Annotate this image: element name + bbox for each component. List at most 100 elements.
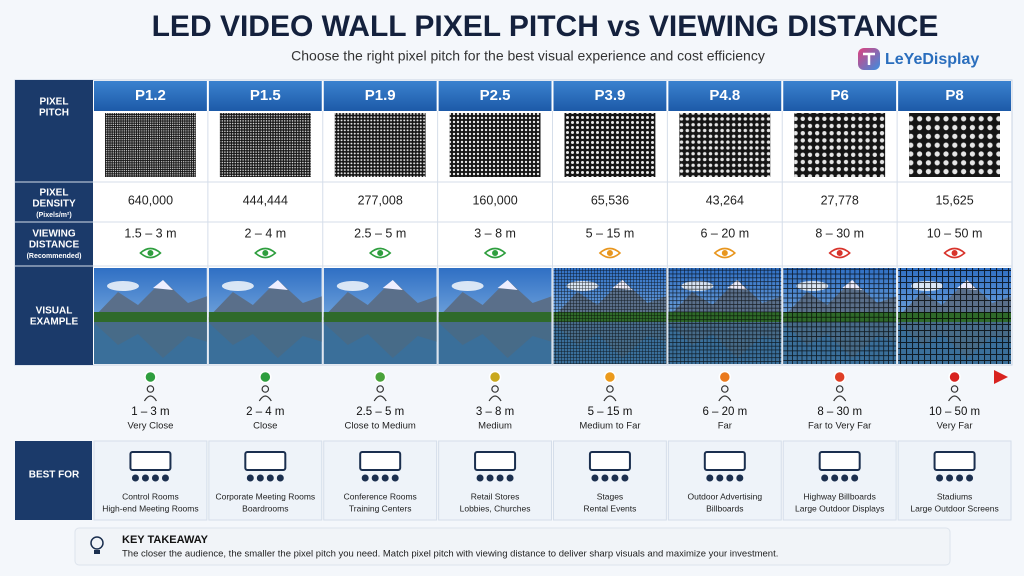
- person-icon: [948, 395, 962, 402]
- use-icon: [966, 474, 974, 482]
- use-icon: [131, 474, 139, 482]
- led-dots: [679, 113, 771, 177]
- visual-example: [323, 268, 437, 364]
- eye-pupil: [721, 250, 728, 256]
- use-icon: [601, 474, 609, 482]
- visual-example: [668, 268, 782, 364]
- person-icon: [603, 395, 617, 402]
- density: 160,000: [472, 193, 517, 207]
- timeline-marker: [603, 370, 617, 384]
- best-for-text: Large Outdoor Screens: [910, 503, 998, 513]
- use-icon: [161, 474, 169, 482]
- density: 43,264: [706, 193, 744, 207]
- use-icon: [818, 451, 861, 471]
- timeline-marker: [144, 370, 157, 384]
- density: 15,625: [935, 193, 973, 207]
- use-icon: [706, 474, 714, 482]
- use-icon: [736, 474, 744, 482]
- use-icon: [506, 474, 514, 482]
- use-icon: [486, 474, 494, 482]
- eye-pupil: [377, 250, 384, 256]
- pitch-header: [94, 81, 207, 111]
- visual-example: [208, 268, 322, 364]
- logo-glyph: [863, 52, 875, 65]
- led-dots: [219, 113, 311, 177]
- eye-pupil: [262, 250, 269, 256]
- person-icon: [491, 385, 499, 393]
- pitch-header: [783, 81, 897, 111]
- timeline-marker: [259, 370, 272, 384]
- bulb-icon: [94, 550, 100, 554]
- person-icon: [376, 385, 384, 393]
- viewing-distance: 2 – 4 m: [244, 226, 286, 240]
- row-label: (Pixels/m²): [36, 212, 71, 219]
- eye-icon: [598, 247, 622, 259]
- best-for-text: Rental Events: [583, 503, 636, 513]
- best-for-text: Conference Rooms: [344, 491, 417, 501]
- distance-range: 8 – 30 m: [817, 406, 862, 418]
- row-label: BEST FOR: [29, 470, 80, 481]
- visual-example: [783, 268, 897, 364]
- use-icon: [256, 474, 264, 482]
- row-label: VIEWING: [32, 229, 76, 240]
- use-icon: [821, 474, 829, 482]
- timeline-marker: [718, 370, 732, 384]
- eye-icon: [254, 247, 277, 259]
- title: LED VIDEO WALL PIXEL PITCH vs VIEWING DI…: [152, 10, 939, 43]
- use-icon: [496, 474, 504, 482]
- visual-example: [553, 268, 667, 364]
- subtitle: Choose the right pixel pitch for the bes…: [291, 48, 765, 64]
- person-icon: [835, 385, 844, 393]
- viewing-distance: 8 – 30 m: [815, 226, 864, 240]
- use-icon: [129, 451, 172, 471]
- pitch-header: [668, 81, 782, 111]
- distance-range: 5 – 15 m: [588, 406, 633, 418]
- pitch-label: P6: [831, 87, 849, 104]
- timeline-marker: [833, 370, 846, 384]
- timeline-marker: [373, 370, 387, 384]
- use-icon: [476, 474, 484, 482]
- use-icon: [361, 474, 369, 482]
- use-icon: [591, 474, 599, 482]
- person-icon: [718, 395, 732, 402]
- row-label: DENSITY: [32, 199, 76, 210]
- best-for-text: Stadiums: [937, 491, 972, 501]
- use-icon: [936, 474, 944, 482]
- eye-icon: [943, 247, 966, 259]
- timeline-arrow: [994, 370, 1008, 384]
- use-icon: [246, 474, 254, 482]
- eye-icon: [139, 247, 162, 259]
- viewing-distance: 2.5 – 5 m: [354, 226, 406, 240]
- pitch-header: [208, 81, 322, 111]
- led-dots: [564, 113, 656, 177]
- viewing-distance: 6 – 20 m: [700, 226, 749, 240]
- person-icon: [606, 385, 614, 393]
- use-icon: [588, 451, 631, 471]
- best-for-text: Retail Stores: [471, 491, 520, 501]
- led-dots: [909, 113, 1000, 177]
- eye-pupil: [951, 250, 958, 256]
- distance-range: 10 – 50 m: [929, 406, 980, 418]
- density: 65,536: [591, 193, 629, 207]
- use-icon: [474, 451, 517, 471]
- pitch-header: [438, 81, 552, 111]
- use-icon: [831, 474, 839, 482]
- led-dots: [449, 113, 541, 177]
- best-for-text: Corporate Meeting Rooms: [215, 491, 315, 501]
- eye-icon: [828, 247, 851, 259]
- eye-pupil: [606, 250, 613, 256]
- row-label: PIXEL: [40, 97, 69, 108]
- distance-range: 6 – 20 m: [702, 406, 747, 418]
- best-for-text: Lobbies, Churches: [460, 503, 531, 513]
- person-icon: [833, 395, 847, 402]
- pitch-label: P1.9: [365, 87, 396, 104]
- distance-label: Close to Medium: [345, 421, 416, 432]
- density: 277,008: [358, 193, 403, 207]
- person-icon: [261, 385, 270, 393]
- use-icon: [726, 474, 734, 482]
- timeline-marker: [948, 370, 961, 384]
- use-icon: [716, 474, 724, 482]
- best-for-text: Outdoor Advertising: [687, 491, 762, 501]
- pitch-label: P8: [945, 87, 963, 104]
- distance-label: Close: [253, 421, 277, 432]
